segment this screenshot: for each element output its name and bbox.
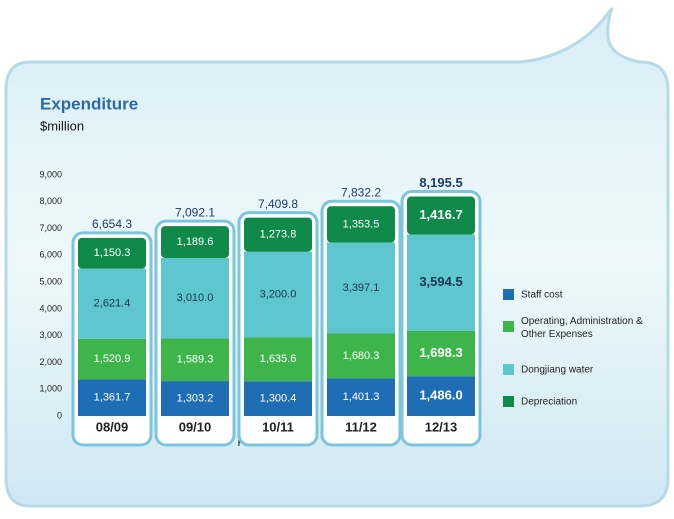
y-tick-label: 7,000 — [39, 223, 62, 233]
y-tick-label: 2,000 — [39, 357, 62, 367]
value-label: 1,353.5 — [343, 218, 380, 230]
y-tick-label: 9,000 — [39, 169, 62, 179]
x-tick-label: 11/12 — [345, 419, 377, 434]
y-tick-label: 3,000 — [39, 330, 62, 340]
total-label: 7,409.8 — [258, 197, 298, 211]
y-tick-label: 6,000 — [39, 250, 62, 260]
value-label: 1,698.3 — [419, 345, 462, 360]
bar-segment — [161, 257, 229, 339]
bar-segment — [244, 251, 312, 338]
bar-segment — [407, 330, 475, 377]
value-label: 1,680.3 — [343, 350, 380, 362]
legend-label: Staff cost — [521, 290, 563, 301]
y-tick-label: 5,000 — [39, 276, 62, 286]
value-label: 3,397.1 — [343, 282, 380, 294]
bar-segment — [78, 338, 146, 380]
bar-segment — [244, 217, 312, 252]
value-label: 3,200.0 — [260, 288, 297, 300]
y-tick-label: 4,000 — [39, 303, 62, 313]
y-tick-label: 0 — [57, 410, 62, 420]
legend-label: Dongjiang water — [521, 365, 594, 376]
bar-segment — [161, 226, 229, 258]
bar-segment — [78, 237, 146, 269]
value-label: 3,010.0 — [177, 292, 214, 304]
bar-segment — [161, 381, 229, 416]
bar-segment — [161, 338, 229, 382]
bar-segment — [327, 378, 395, 416]
value-label: 3,594.5 — [419, 274, 462, 289]
value-label: 1,635.6 — [260, 353, 297, 365]
total-label: 7,832.2 — [341, 185, 381, 199]
bar-segment — [244, 381, 312, 416]
value-label: 1,273.8 — [260, 229, 297, 241]
value-label: 1,300.4 — [260, 392, 297, 404]
bar-segment — [78, 379, 146, 416]
value-label: 1,303.2 — [177, 392, 214, 404]
bar-segment — [327, 333, 395, 379]
value-label: 1,486.0 — [419, 388, 462, 403]
total-label: 7,092.1 — [175, 205, 215, 219]
x-tick-label: 08/09 — [96, 419, 129, 434]
x-tick-label: 10/11 — [262, 419, 294, 434]
total-label: 8,195.5 — [419, 175, 462, 190]
value-label: 2,621.4 — [94, 298, 131, 310]
legend-label: Operating, Administration & Other Expens… — [521, 316, 646, 340]
chart-subtitle: $million — [40, 118, 84, 133]
legend-label: Depreciation — [521, 397, 577, 408]
bar-segment — [327, 206, 395, 243]
x-tick-label: 09/10 — [179, 419, 212, 434]
value-label: 1,189.6 — [177, 236, 214, 248]
x-tick-label: 12/13 — [425, 419, 458, 434]
bar-segment — [407, 196, 475, 235]
legend-swatch — [503, 289, 514, 300]
value-label: 1,401.3 — [343, 391, 380, 403]
value-label: 1,361.7 — [94, 392, 131, 404]
total-label: 6,654.3 — [92, 217, 132, 231]
value-label: 1,416.7 — [419, 207, 462, 222]
bar-segment — [78, 268, 146, 339]
bar-segment — [407, 376, 475, 416]
legend-swatch — [503, 364, 514, 375]
y-tick-label: 8,000 — [39, 196, 62, 206]
legend-swatch — [503, 396, 514, 407]
value-label: 1,589.3 — [177, 354, 214, 366]
bar-segment — [407, 234, 475, 331]
legend-swatch — [503, 321, 514, 332]
y-tick-label: 1,000 — [39, 384, 62, 394]
value-label: 1,520.9 — [94, 353, 131, 365]
chart-title: Expenditure — [40, 94, 138, 113]
bar-segment — [327, 242, 395, 334]
bar-segment — [244, 337, 312, 382]
value-label: 1,150.3 — [94, 247, 131, 259]
